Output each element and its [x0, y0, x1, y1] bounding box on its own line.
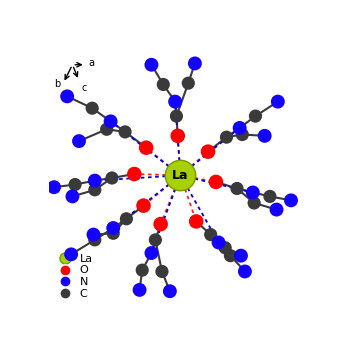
Text: c: c: [82, 83, 87, 93]
Point: [152, 237, 158, 242]
Point: [167, 289, 173, 294]
Point: [161, 82, 166, 87]
Point: [141, 203, 146, 208]
Point: [68, 252, 74, 257]
Point: [92, 237, 98, 242]
Point: [64, 94, 70, 99]
Point: [234, 186, 240, 191]
Point: [238, 253, 244, 259]
Point: [143, 145, 149, 150]
Point: [139, 267, 145, 273]
Point: [251, 200, 257, 206]
Point: [193, 219, 199, 224]
Point: [72, 182, 78, 187]
Text: a: a: [88, 58, 94, 68]
Point: [228, 253, 233, 259]
Point: [213, 179, 219, 185]
Point: [122, 129, 128, 135]
Point: [51, 184, 57, 190]
Point: [242, 269, 248, 274]
Point: [159, 269, 165, 274]
Point: [111, 231, 116, 236]
Point: [92, 178, 98, 183]
Point: [224, 134, 229, 140]
Point: [253, 113, 258, 119]
Point: [222, 245, 228, 250]
Point: [216, 240, 221, 245]
Point: [89, 105, 95, 111]
Point: [239, 132, 245, 137]
Point: [91, 232, 96, 237]
Point: [174, 113, 179, 119]
Point: [205, 149, 211, 154]
Point: [124, 216, 129, 222]
Point: [177, 173, 183, 178]
Point: [288, 198, 294, 203]
Point: [192, 61, 198, 66]
Point: [262, 133, 268, 139]
Text: La: La: [172, 169, 189, 182]
Point: [186, 80, 191, 86]
Text: b: b: [54, 79, 60, 90]
Point: [92, 187, 98, 193]
Point: [76, 139, 82, 144]
Point: [274, 207, 279, 212]
Legend: La, O, N, C: La, O, N, C: [54, 254, 93, 299]
Point: [149, 62, 154, 67]
Point: [70, 194, 75, 199]
Point: [109, 175, 115, 181]
Point: [108, 119, 113, 124]
Point: [175, 133, 181, 139]
Point: [132, 171, 137, 177]
Point: [172, 99, 178, 104]
Point: [250, 190, 256, 195]
Point: [267, 194, 273, 199]
Point: [158, 221, 163, 227]
Point: [275, 99, 281, 104]
Point: [208, 232, 214, 237]
Point: [237, 125, 243, 131]
Point: [111, 225, 116, 231]
Point: [104, 127, 109, 132]
Point: [149, 250, 154, 256]
Point: [137, 287, 143, 293]
